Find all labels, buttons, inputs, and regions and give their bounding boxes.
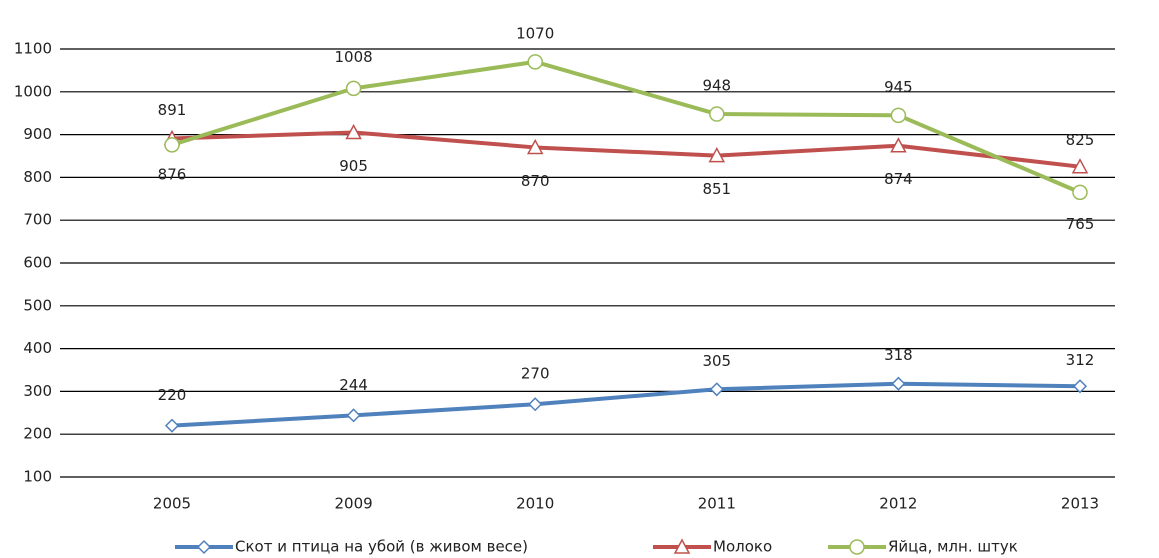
data-label: 825 (1066, 131, 1095, 149)
x-tick-label: 2010 (516, 495, 554, 513)
data-point (890, 137, 907, 153)
data-label: 220 (158, 386, 187, 404)
data-label: 948 (702, 77, 731, 95)
data-point (164, 418, 180, 433)
data-label: 312 (1066, 351, 1095, 369)
data-point (345, 123, 362, 140)
data-point (527, 54, 543, 70)
x-tick-label: 2011 (698, 495, 736, 513)
y-tick-label: 100 (23, 468, 52, 486)
y-tick-label: 500 (23, 296, 52, 314)
y-tick-label: 200 (23, 425, 52, 443)
data-point (1072, 379, 1088, 394)
data-point (1071, 158, 1089, 174)
legend-item: Скот и птица на убой (в живом весе) (175, 538, 528, 556)
series-line (171, 130, 1081, 169)
legend-marker (673, 538, 691, 554)
data-point (890, 107, 907, 124)
legend-item: Молоко (653, 538, 772, 556)
data-point (346, 408, 361, 423)
x-tick-label: 2012 (879, 495, 917, 513)
data-label: 891 (158, 101, 187, 119)
data-label: 905 (339, 157, 368, 175)
data-label: 765 (1066, 215, 1095, 233)
data-label: 318 (884, 346, 913, 364)
data-point (708, 146, 726, 163)
legend-label: Яйца, млн. штук (888, 538, 1018, 556)
data-label: 870 (521, 172, 550, 190)
data-label: 244 (339, 376, 368, 394)
legend-label: Молоко (713, 538, 772, 556)
y-tick-label: 900 (23, 125, 52, 143)
series-line (171, 59, 1081, 195)
data-label: 876 (158, 165, 187, 183)
data-label: 945 (884, 78, 913, 96)
y-tick-label: 1000 (14, 82, 52, 100)
data-point (526, 138, 544, 155)
legend-marker (196, 539, 212, 555)
series-line (171, 381, 1081, 428)
legend-item: Яйца, млн. штук (828, 538, 1018, 556)
data-point (528, 397, 543, 412)
data-point (345, 80, 362, 97)
x-tick-label: 2013 (1061, 495, 1099, 513)
y-tick-label: 400 (23, 339, 52, 357)
data-point (709, 106, 725, 122)
legend-label: Скот и птица на убой (в живом весе) (235, 538, 528, 556)
data-point (1072, 184, 1088, 201)
x-tick-label: 2005 (153, 495, 191, 513)
x-tick-label: 2009 (335, 495, 373, 513)
data-label: 1070 (516, 24, 554, 42)
data-label: 270 (521, 365, 550, 383)
y-tick-label: 700 (23, 211, 52, 229)
y-tick-label: 800 (23, 168, 52, 186)
data-point (164, 137, 180, 153)
data-label: 874 (884, 170, 913, 188)
data-label: 1008 (335, 48, 373, 66)
data-point (709, 382, 724, 397)
data-label: 305 (702, 352, 731, 370)
y-tick-label: 300 (23, 382, 52, 400)
y-tick-label: 1100 (14, 40, 52, 58)
y-tick-label: 600 (23, 254, 52, 272)
legend-marker (849, 539, 865, 555)
data-label: 851 (702, 180, 731, 198)
data-point (891, 376, 906, 391)
